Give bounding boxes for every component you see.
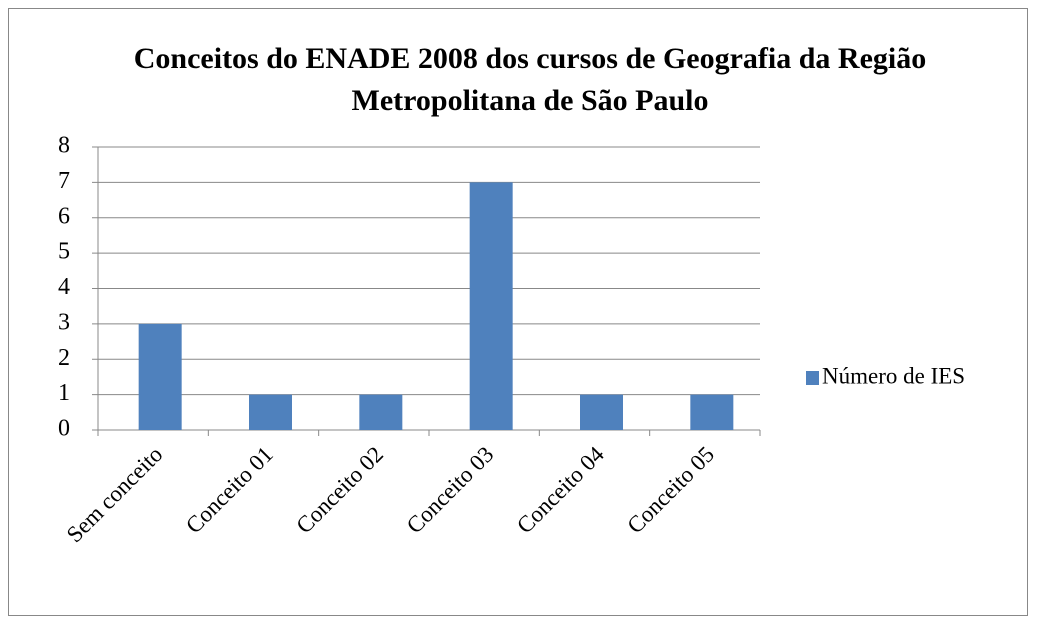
y-tick-label: 8 <box>58 133 70 159</box>
bar <box>469 182 513 430</box>
bar <box>359 394 403 430</box>
x-tick-label: Conceito 01 <box>181 442 278 539</box>
x-tick-label: Sem conceito <box>62 442 168 548</box>
x-tick-label: Conceito 05 <box>622 442 719 539</box>
y-tick-label: 1 <box>58 380 70 406</box>
x-tick-label: Conceito 03 <box>402 442 499 539</box>
bar <box>580 394 623 430</box>
x-tick-label: Conceito 02 <box>291 442 388 539</box>
chart-title: Conceitos do ENADE 2008 dos cursos de Ge… <box>133 42 927 117</box>
bar <box>249 394 292 430</box>
legend-swatch <box>806 371 819 385</box>
y-tick-label: 5 <box>58 239 70 265</box>
y-tick-label: 3 <box>58 309 70 335</box>
y-tick-label: 0 <box>58 416 70 442</box>
legend-label: Número de IES <box>822 363 965 388</box>
y-tick-label: 6 <box>58 203 70 229</box>
chart-frame <box>8 8 1028 616</box>
y-tick-label: 7 <box>58 168 70 194</box>
bar <box>690 394 734 430</box>
y-tick-label: 2 <box>58 345 70 371</box>
y-tick-label: 4 <box>58 274 70 300</box>
bar <box>138 323 182 430</box>
x-tick-label: Conceito 04 <box>512 441 609 538</box>
